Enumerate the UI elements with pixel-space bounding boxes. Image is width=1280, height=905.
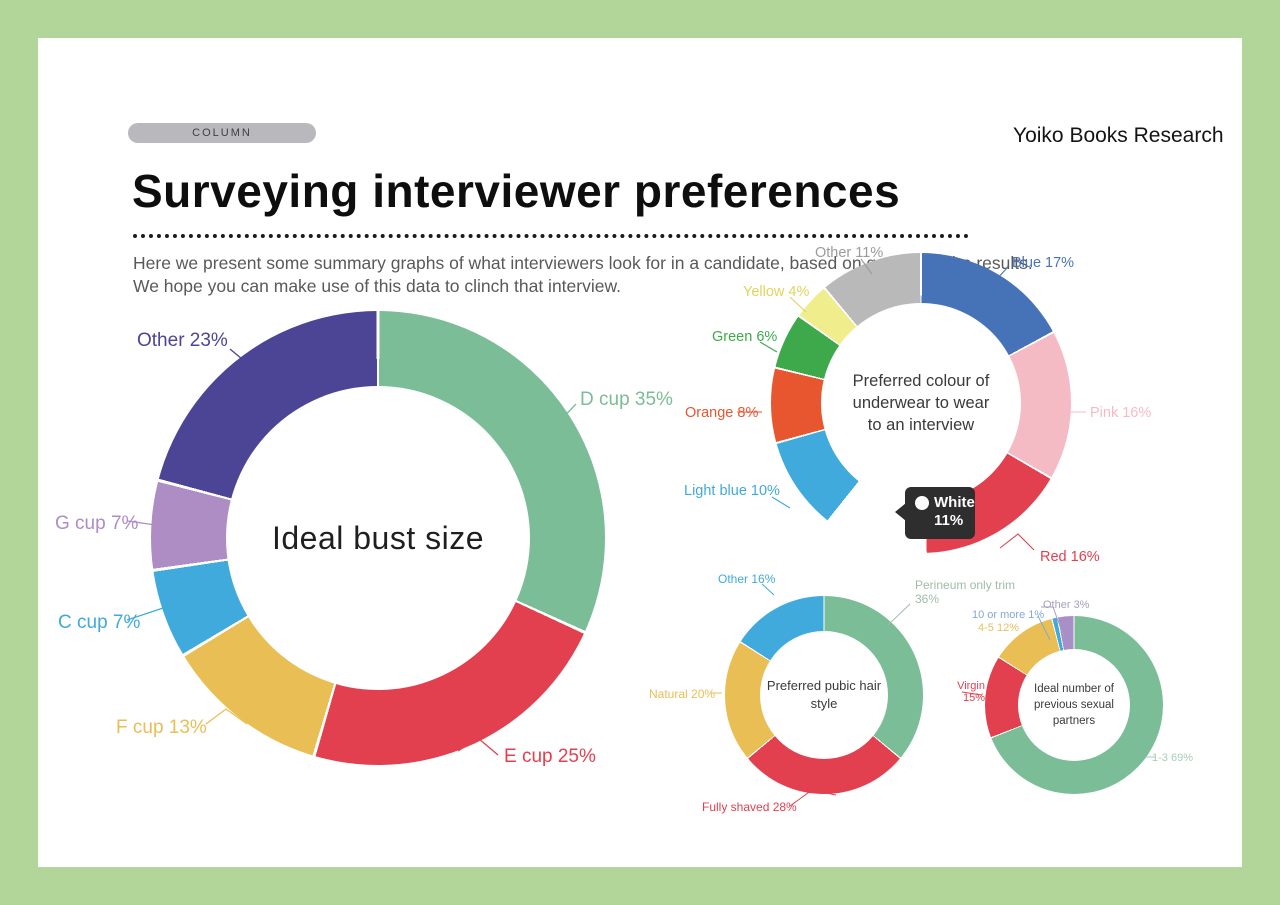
slice-label-orange: Orange 8% [685, 405, 759, 421]
slice-label-yellow: Yellow 4% [743, 284, 810, 300]
chart-title-bust-size: Ideal bust size [271, 519, 485, 556]
slice-label-green: Green 6% [712, 329, 778, 345]
callout-label: White [934, 494, 975, 511]
bust-size-donut: Ideal bust size [151, 311, 605, 765]
slice-label-other: Other 23% [137, 330, 228, 351]
slice-label-one-three: 1-3 69% [1152, 752, 1193, 764]
callout-value: 11% [934, 512, 964, 529]
dotted-rule [133, 214, 969, 238]
brand-text: Yoiko Books Research [1013, 124, 1224, 147]
slice-label-pink: Pink 16% [1090, 405, 1152, 421]
chart-title-partners: Ideal number of previous sexual partners [1034, 682, 1114, 728]
slice-label-perineum: Perineum only trim 36% [915, 578, 1016, 606]
white-swatch-icon [915, 495, 929, 510]
slice-label-c-cup: C cup 7% [58, 612, 141, 633]
slice-label-ten-or-more: 10 or more 1% [972, 609, 1045, 621]
column-badge: COLUMN [128, 123, 316, 143]
donut-hole: Preferred pubic hair style [760, 631, 888, 759]
slice-label-other: Other 16% [718, 572, 776, 586]
slice-label-e-cup: E cup 25% [504, 746, 596, 767]
donut-hole: Preferred colour of underwear to wear to… [821, 303, 1021, 503]
chart-title-pubic-hair: Preferred pubic hair style [766, 678, 882, 711]
slice-label-d-cup: D cup 35% [580, 389, 673, 410]
chart-title-underwear: Preferred colour of underwear to wear to… [852, 371, 990, 435]
page-title: Surveying interviewer preferences [132, 165, 901, 217]
slice-label-light-blue: Light blue 10% [684, 483, 780, 499]
callout-arrow [895, 503, 906, 521]
slice-label-virgin: Virgin 15% [957, 680, 985, 704]
slice-label-four-five: 4-5 12% [978, 622, 1019, 634]
slice-label-other: Other 11% [815, 245, 884, 261]
slice-label-natural: Natural 20% [649, 687, 716, 701]
partners-donut: Ideal number of previous sexual partners [985, 616, 1163, 794]
slice-label-blue: Blue 17% [1012, 255, 1075, 271]
slice-label-fully-shaved: Fully shaved 28% [702, 800, 797, 814]
donut-hole: Ideal bust size [226, 386, 530, 690]
slice-label-other: Other 3% [1043, 599, 1090, 611]
donut-hole: Ideal number of previous sexual partners [1018, 649, 1130, 761]
pubic-hair-donut: Preferred pubic hair style [725, 596, 923, 794]
slice-label-f-cup: F cup 13% [116, 717, 207, 738]
slice-label-red: Red 16% [1040, 549, 1100, 565]
slice-label-g-cup: G cup 7% [55, 513, 139, 534]
white-slice-callout: White 11% [895, 487, 975, 539]
